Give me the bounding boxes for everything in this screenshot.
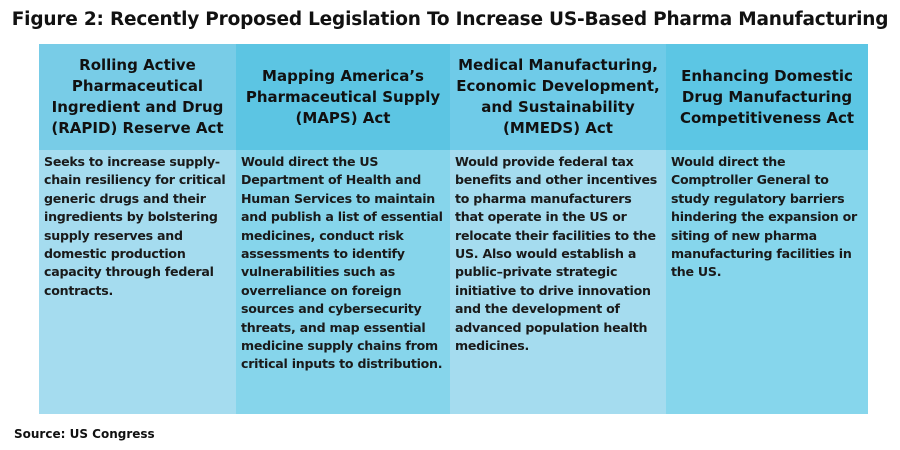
header-competitiveness-act: Enhancing Domestic Drug Manufacturing Co… [666, 44, 868, 150]
header-maps-act: Mapping America’s Pharmaceutical Supply … [236, 44, 450, 150]
source-note: Source: US Congress [14, 427, 155, 441]
description-mmeds-act: Would provide federal tax benefits and o… [450, 150, 666, 414]
description-rapid-act: Seeks to increase supply-chain resilienc… [39, 150, 236, 414]
description-maps-act: Would direct the US Department of Health… [236, 150, 450, 414]
header-mmeds-act: Medical Manufacturing, Economic Developm… [450, 44, 666, 150]
legislation-table: Rolling Active Pharmaceutical Ingredient… [39, 44, 868, 414]
description-competitiveness-act: Would direct the Comptroller General to … [666, 150, 868, 414]
header-rapid-act: Rolling Active Pharmaceutical Ingredient… [39, 44, 236, 150]
figure-title: Figure 2: Recently Proposed Legislation … [11, 9, 889, 30]
